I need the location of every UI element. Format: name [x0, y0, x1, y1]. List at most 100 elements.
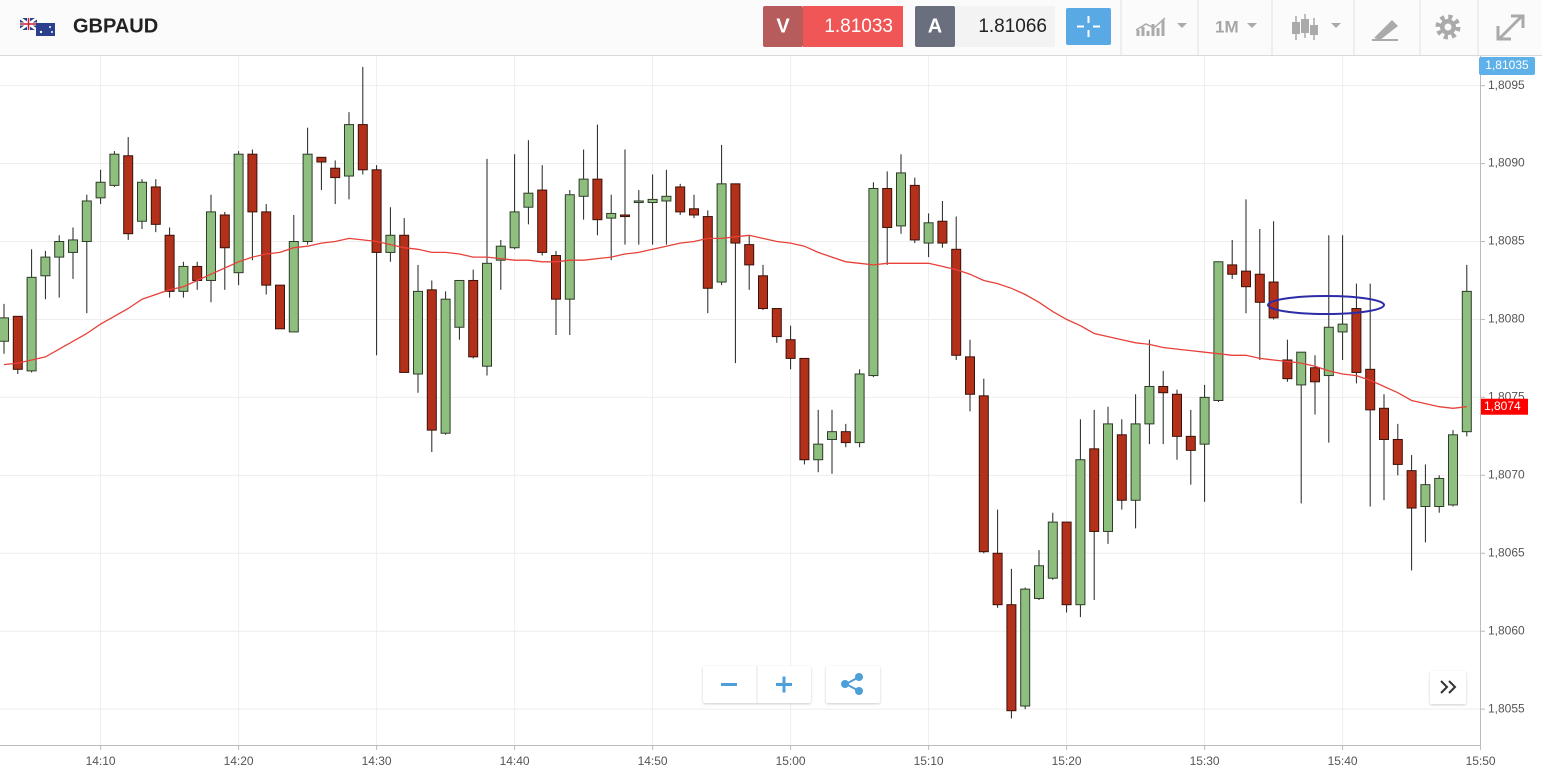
zoom-in-button[interactable] — [776, 676, 792, 693]
candle-body — [95, 181, 106, 199]
zoom-controls — [703, 666, 811, 703]
x-tick-label: 15:30 — [1190, 754, 1220, 768]
candle-type-button[interactable] — [1292, 14, 1341, 40]
candle-body — [868, 188, 879, 377]
candle-body — [1227, 264, 1238, 275]
x-tick-label: 14:30 — [362, 754, 392, 768]
price-marker-label: 1,81035 — [1485, 58, 1529, 72]
candle-body — [509, 211, 520, 249]
candle-body — [661, 195, 672, 202]
flag-icon — [19, 16, 55, 36]
candle-body — [302, 153, 313, 243]
candle-body — [675, 186, 686, 213]
candle-body — [123, 155, 134, 235]
candle-body — [785, 339, 796, 359]
candle-body — [702, 216, 713, 289]
candle-body — [413, 290, 423, 375]
candle-body — [1379, 407, 1389, 440]
candle-body — [647, 198, 658, 204]
candle-body — [799, 357, 810, 461]
candle-body — [1047, 521, 1058, 579]
candle-body — [247, 153, 258, 213]
candle-body — [716, 183, 727, 283]
candle-body — [1241, 270, 1251, 288]
fullscreen-button[interactable] — [1496, 14, 1525, 41]
candle-body — [1310, 367, 1320, 383]
ellipse-annotation — [1267, 295, 1385, 315]
price-axis-panel — [1480, 56, 1542, 779]
candle-body — [771, 308, 782, 338]
candle-body — [813, 443, 824, 461]
timeframe-button[interactable]: 1M — [1215, 17, 1257, 36]
candle-body — [854, 373, 865, 444]
candle-body — [1337, 323, 1348, 333]
candle-body — [344, 124, 354, 177]
candle-body — [0, 317, 9, 342]
candle-body — [454, 279, 465, 328]
candle-body — [1103, 423, 1113, 532]
candle-body — [1130, 423, 1141, 501]
x-tick-label: 15:00 — [776, 754, 806, 768]
candle-body — [1392, 438, 1403, 465]
chart-type-button[interactable] — [1135, 17, 1187, 36]
candle-body — [1323, 326, 1334, 377]
candle-body — [1420, 484, 1431, 508]
x-tick-label: 15:10 — [914, 754, 944, 768]
drawing-button[interactable] — [1372, 20, 1398, 41]
axis-layer: 1,80551,80601,80651,80701,80751,80801,80… — [100, 57, 1535, 750]
candle-body — [109, 153, 120, 186]
x-tick-label: 14:20 — [224, 754, 254, 768]
share-button[interactable] — [826, 666, 880, 703]
candle-body — [219, 214, 230, 249]
candle-body — [827, 431, 837, 440]
ask-price: 1.81066 — [978, 16, 1047, 37]
candle-body — [137, 181, 147, 222]
candle-body — [840, 431, 851, 444]
candle-body — [1089, 448, 1100, 532]
candle-body — [1020, 588, 1031, 707]
candle-body — [371, 169, 382, 253]
candle-body — [689, 208, 699, 216]
candle-body — [275, 284, 285, 330]
x-tick-label: 14:10 — [86, 754, 116, 768]
candle-body — [81, 200, 92, 242]
candle-body — [564, 194, 575, 300]
candle-body — [758, 275, 768, 310]
y-tick-label: 1,8090 — [1488, 156, 1525, 170]
x-tick-label: 14:50 — [638, 754, 668, 768]
candle-body — [206, 211, 216, 281]
x-tick-label: 15:50 — [1466, 754, 1496, 768]
candle-body — [40, 256, 51, 277]
candle-body — [1448, 434, 1458, 506]
candle-body — [896, 172, 906, 227]
y-tick-label: 1,8095 — [1488, 78, 1525, 92]
settings-button[interactable] — [1435, 14, 1461, 40]
crosshair-button[interactable] — [1066, 8, 1111, 45]
candle-body — [1296, 351, 1307, 386]
scroll-to-end-button[interactable] — [1430, 671, 1466, 704]
x-tick-label: 14:40 — [500, 754, 530, 768]
buy-label: A — [928, 15, 942, 37]
candle-body — [578, 178, 589, 197]
candle-body — [992, 552, 1003, 606]
candle-body — [482, 262, 492, 367]
sell-button[interactable]: V 1.81033 — [763, 6, 903, 47]
candle-body — [1061, 521, 1072, 606]
toolbar-separators — [1120, 0, 1479, 55]
y-tick-label: 1,8070 — [1488, 467, 1525, 481]
candle-body — [523, 192, 534, 208]
candle-body — [261, 211, 272, 286]
x-tick-labels: 14:10 14:20 14:30 14:40 14:50 15:00 15:10 15:20… — [86, 754, 1496, 768]
y-tick-label: 1,8065 — [1488, 545, 1525, 559]
candle-body — [923, 222, 934, 244]
candle-body — [316, 156, 327, 163]
candle-body — [1406, 470, 1417, 509]
x-tick-label: 15:20 — [1052, 754, 1082, 768]
candle-body — [1434, 477, 1445, 507]
candle-body — [1199, 396, 1210, 445]
buy-button[interactable]: A 1.81066 — [915, 6, 1055, 47]
candle-body — [633, 200, 644, 204]
candle-body — [620, 214, 630, 218]
